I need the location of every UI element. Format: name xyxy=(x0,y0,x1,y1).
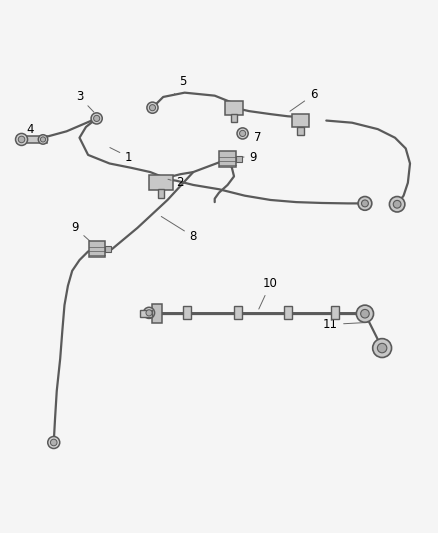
Circle shape xyxy=(147,102,158,113)
Circle shape xyxy=(378,343,387,353)
Circle shape xyxy=(40,137,46,142)
Circle shape xyxy=(237,128,248,139)
Circle shape xyxy=(146,310,152,316)
Bar xyxy=(226,101,243,115)
Circle shape xyxy=(48,437,60,448)
Circle shape xyxy=(91,113,102,124)
Circle shape xyxy=(373,338,392,358)
Text: 2: 2 xyxy=(168,176,184,189)
Bar xyxy=(152,304,162,323)
Text: 10: 10 xyxy=(259,277,278,309)
Bar xyxy=(219,151,236,167)
Bar xyxy=(292,114,309,127)
Bar xyxy=(234,306,242,319)
Circle shape xyxy=(38,135,48,144)
Bar xyxy=(149,175,173,190)
Circle shape xyxy=(357,305,374,322)
Circle shape xyxy=(240,131,246,136)
Text: 7: 7 xyxy=(247,131,261,144)
Bar xyxy=(230,114,237,122)
Text: 1: 1 xyxy=(110,148,133,164)
Circle shape xyxy=(18,136,25,143)
Circle shape xyxy=(389,197,405,212)
Bar xyxy=(331,306,339,319)
Text: 6: 6 xyxy=(290,88,317,111)
Circle shape xyxy=(358,197,372,211)
Text: 4: 4 xyxy=(26,123,39,138)
Bar xyxy=(17,136,47,143)
Text: 8: 8 xyxy=(161,216,197,243)
Text: 9: 9 xyxy=(71,221,95,245)
Bar xyxy=(183,306,191,319)
Bar xyxy=(88,241,105,257)
Circle shape xyxy=(144,308,155,318)
Bar xyxy=(236,156,242,162)
Bar xyxy=(158,189,165,198)
Circle shape xyxy=(360,310,369,318)
Circle shape xyxy=(149,104,155,111)
Text: 5: 5 xyxy=(174,76,186,95)
Text: 9: 9 xyxy=(233,150,257,164)
Text: 11: 11 xyxy=(323,318,367,331)
Bar xyxy=(140,310,152,317)
Bar xyxy=(284,306,292,319)
Circle shape xyxy=(393,200,401,208)
Circle shape xyxy=(94,115,100,122)
Text: 3: 3 xyxy=(76,91,94,112)
Bar xyxy=(297,126,304,135)
Circle shape xyxy=(15,133,28,146)
Circle shape xyxy=(50,439,57,446)
Bar xyxy=(105,246,111,252)
Circle shape xyxy=(361,200,368,207)
